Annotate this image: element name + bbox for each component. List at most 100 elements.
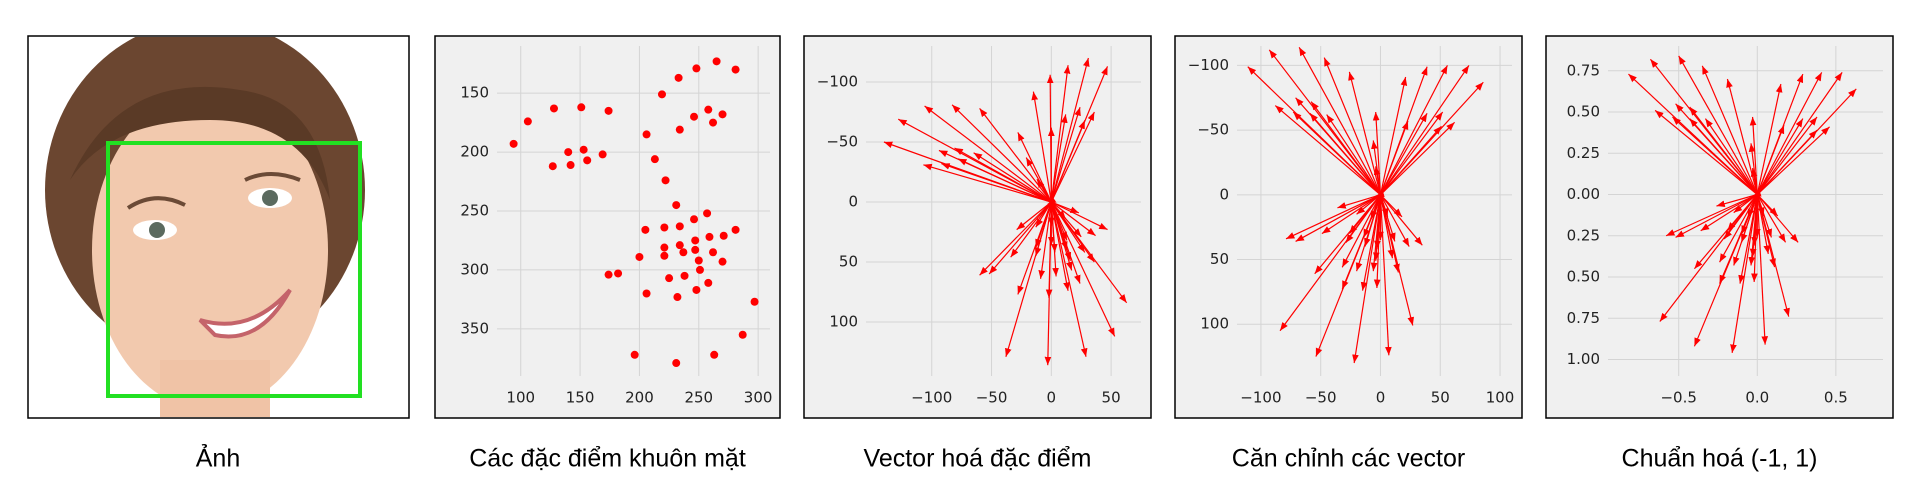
point <box>642 130 651 139</box>
vector <box>1050 201 1128 304</box>
x-tick-label: 200 <box>625 389 654 407</box>
point <box>641 225 650 234</box>
vector <box>1341 194 1382 268</box>
x-tick-label: −100 <box>1240 389 1281 407</box>
vector <box>1675 193 1758 238</box>
x-tick-label: 50 <box>1431 389 1450 407</box>
y-tick-label: −50 <box>1197 121 1229 139</box>
vector <box>1693 194 1758 347</box>
vector <box>1050 114 1068 203</box>
x-tick-label: −100 <box>911 389 952 407</box>
vector <box>1017 132 1052 203</box>
vector <box>988 201 1052 275</box>
point <box>690 112 699 121</box>
vector <box>951 104 1052 203</box>
point <box>657 90 666 99</box>
vector <box>1352 194 1382 364</box>
point <box>604 106 613 115</box>
point <box>661 176 670 185</box>
chart-panel: −100 −50 0 50 100 −100 −50 0 50 100 Căn chỉnh các … <box>1174 35 1523 473</box>
y-tick-label: 0.50 <box>1567 103 1600 121</box>
vector <box>1380 121 1456 196</box>
vector <box>1751 194 1758 282</box>
vector <box>1748 194 1758 266</box>
point <box>598 150 607 159</box>
vector <box>1050 107 1081 203</box>
caption: Vector hoá đặc điểm <box>864 445 1092 473</box>
vector <box>1379 65 1448 196</box>
point <box>680 271 689 280</box>
caption: Căn chỉnh các vector <box>1232 445 1465 473</box>
point <box>738 330 747 339</box>
point <box>704 278 713 287</box>
vector <box>1379 76 1408 195</box>
point <box>549 104 558 113</box>
point <box>660 243 669 252</box>
chart-frame <box>1545 35 1894 419</box>
vector <box>1017 201 1052 295</box>
x-tick-label: 250 <box>684 389 713 407</box>
vector <box>1750 167 1758 195</box>
point <box>564 148 573 157</box>
vector <box>1274 105 1381 196</box>
x-tick-label: −50 <box>976 389 1008 407</box>
chart-frame <box>1174 35 1523 419</box>
y-tick-label: 50 <box>839 253 858 271</box>
y-tick-label: 350 <box>460 319 489 337</box>
point <box>650 155 659 164</box>
y-tick-label: 0.50 <box>1567 268 1600 286</box>
vector <box>1031 91 1052 203</box>
vector <box>1285 194 1381 240</box>
vector <box>1700 193 1758 232</box>
vector <box>1704 118 1758 195</box>
vector <box>1337 194 1381 209</box>
point <box>566 161 575 170</box>
vector <box>1295 194 1381 242</box>
point <box>635 252 644 261</box>
point <box>704 105 713 114</box>
x-tick-label: −0.5 <box>1660 389 1696 407</box>
chart-panel: −0.5 0.0 0.5 0.75 0.50 0.25 0.00 0.25 0.50 0.75 1.… <box>1545 35 1894 473</box>
x-tick-label: 0 <box>1376 389 1386 407</box>
vector <box>1315 194 1382 357</box>
x-tick-label: 50 <box>1102 389 1121 407</box>
vector <box>1050 111 1095 203</box>
point <box>695 265 704 274</box>
caption: Ảnh <box>196 443 240 473</box>
vector <box>1756 194 1790 317</box>
vector <box>1756 124 1785 195</box>
point <box>750 297 759 306</box>
point <box>679 248 688 257</box>
caption: Chuẩn hoá (-1, 1) <box>1622 445 1818 473</box>
chart-frame <box>434 35 781 419</box>
point <box>665 274 674 283</box>
point <box>705 232 714 241</box>
point <box>731 225 740 234</box>
vector <box>1373 194 1382 289</box>
vector <box>1050 201 1088 357</box>
y-tick-label: 50 <box>1210 250 1229 268</box>
x-tick-label: 100 <box>1486 389 1515 407</box>
vector <box>1749 116 1758 195</box>
vector <box>1279 194 1381 332</box>
vector <box>1689 106 1758 195</box>
vector <box>1050 201 1096 237</box>
point <box>709 118 718 127</box>
vector <box>1321 194 1381 235</box>
x-tick-label: 150 <box>566 389 595 407</box>
y-tick-label: 1.00 <box>1567 350 1600 368</box>
vector <box>1310 101 1381 196</box>
point <box>719 231 728 240</box>
point <box>548 162 557 171</box>
vector <box>1756 72 1823 195</box>
vector <box>1323 57 1382 196</box>
y-tick-label: 0.25 <box>1567 144 1600 162</box>
point <box>604 270 613 279</box>
vector <box>1292 111 1381 196</box>
x-tick-label: 0.0 <box>1745 389 1769 407</box>
vector <box>1756 118 1804 195</box>
point <box>579 145 588 154</box>
vector <box>923 163 1052 203</box>
chart-frame <box>803 35 1152 419</box>
point <box>523 117 532 126</box>
